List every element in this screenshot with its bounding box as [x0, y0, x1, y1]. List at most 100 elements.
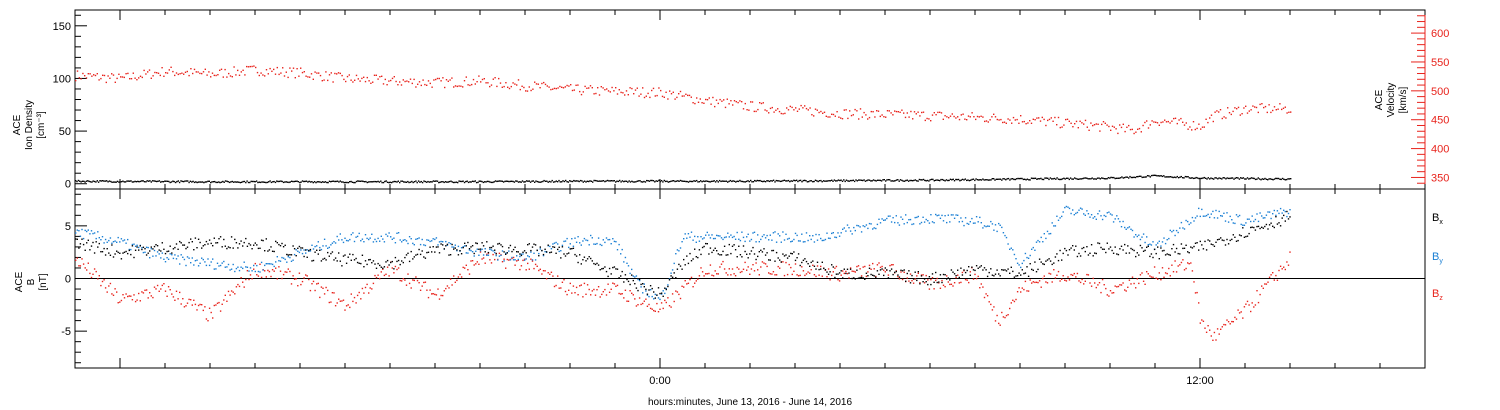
bz-point	[503, 258, 505, 260]
by-point	[651, 295, 653, 298]
bx-point	[980, 265, 982, 267]
density-point	[963, 179, 965, 181]
density-point	[758, 180, 760, 182]
bx-point	[183, 244, 186, 246]
by-point	[660, 293, 663, 295]
density-tick-label: 0	[65, 179, 71, 191]
density-point	[504, 180, 506, 183]
bx-point	[568, 252, 570, 254]
density-point	[214, 180, 216, 183]
density-point	[520, 181, 522, 183]
by-point	[317, 241, 319, 243]
velocity-point	[352, 81, 354, 83]
density-point	[592, 181, 594, 183]
by-point	[95, 237, 97, 240]
by-point	[805, 232, 808, 234]
velocity-point	[213, 74, 215, 77]
bx-point	[1289, 216, 1291, 218]
density-point	[556, 181, 559, 183]
density-point	[1021, 177, 1023, 180]
density-point	[1161, 175, 1164, 178]
bz-point	[412, 279, 414, 281]
bz-point	[505, 267, 507, 269]
velocity-point	[649, 96, 651, 99]
bx-point	[690, 260, 693, 262]
bz-point	[1163, 276, 1165, 278]
density-point	[551, 179, 553, 182]
density-point	[872, 179, 875, 181]
by-point	[1161, 241, 1164, 243]
by-point	[89, 233, 91, 235]
by-point	[210, 261, 212, 263]
bx-point	[1105, 251, 1107, 254]
by-point	[842, 228, 844, 230]
velocity-point	[973, 116, 975, 118]
bz-point	[908, 280, 910, 282]
density-point	[111, 181, 113, 183]
by-point	[475, 250, 477, 252]
density-point	[578, 180, 580, 183]
bx-point	[711, 251, 713, 254]
by-point	[100, 239, 102, 241]
bx-point	[933, 281, 935, 283]
bx-point	[1054, 256, 1057, 258]
by-point	[615, 241, 617, 243]
bz-point	[345, 305, 348, 307]
bx-point	[186, 246, 189, 248]
bx-point	[522, 251, 524, 253]
bz-point	[659, 308, 661, 310]
density-point	[408, 181, 410, 184]
by-point	[1273, 209, 1275, 212]
by-point	[533, 252, 535, 254]
bz-point	[829, 279, 831, 281]
velocity-point	[949, 115, 952, 117]
by-point	[824, 238, 827, 241]
bx-point	[117, 251, 119, 254]
velocity-point	[307, 76, 309, 78]
velocity-point	[1095, 123, 1097, 125]
by-point	[1062, 211, 1064, 213]
density-point	[914, 179, 917, 181]
velocity-point	[242, 69, 244, 71]
density-point	[1063, 177, 1065, 179]
by-point	[810, 238, 812, 241]
bx-point	[1029, 263, 1031, 265]
by-point	[783, 239, 786, 241]
velocity-point	[521, 85, 523, 87]
bx-point	[207, 243, 209, 245]
velocity-point	[544, 83, 547, 86]
density-point	[751, 181, 753, 183]
density-point	[1242, 177, 1245, 179]
bz-point	[1289, 251, 1291, 253]
density-point	[269, 180, 271, 182]
density-point	[1215, 177, 1218, 179]
bz-point	[758, 274, 760, 276]
bz-point	[215, 304, 217, 306]
bz-point	[327, 289, 329, 292]
bx-point	[597, 264, 600, 266]
bz-point	[204, 306, 206, 308]
bx-point	[527, 244, 529, 246]
bz-point	[1177, 265, 1179, 267]
by-point	[1264, 217, 1266, 219]
bz-point	[1204, 327, 1206, 329]
by-point	[1199, 215, 1201, 218]
bz-point	[542, 270, 545, 272]
by-point	[1265, 214, 1268, 216]
bx-point	[208, 239, 211, 241]
bx-point	[1198, 249, 1200, 251]
bz-point	[525, 269, 527, 271]
velocity-point	[251, 65, 253, 68]
velocity-axis-title-line1: ACE	[1374, 89, 1385, 110]
velocity-point	[696, 97, 698, 99]
bx-point	[194, 237, 197, 239]
bz-point	[1095, 286, 1097, 289]
bx-point	[684, 264, 686, 266]
by-point	[396, 232, 398, 234]
bz-point	[983, 296, 986, 299]
velocity-point	[937, 111, 939, 114]
density-point	[120, 181, 123, 183]
density-tick-label: 100	[53, 73, 71, 85]
velocity-point	[426, 84, 428, 86]
bx-point	[615, 268, 617, 270]
